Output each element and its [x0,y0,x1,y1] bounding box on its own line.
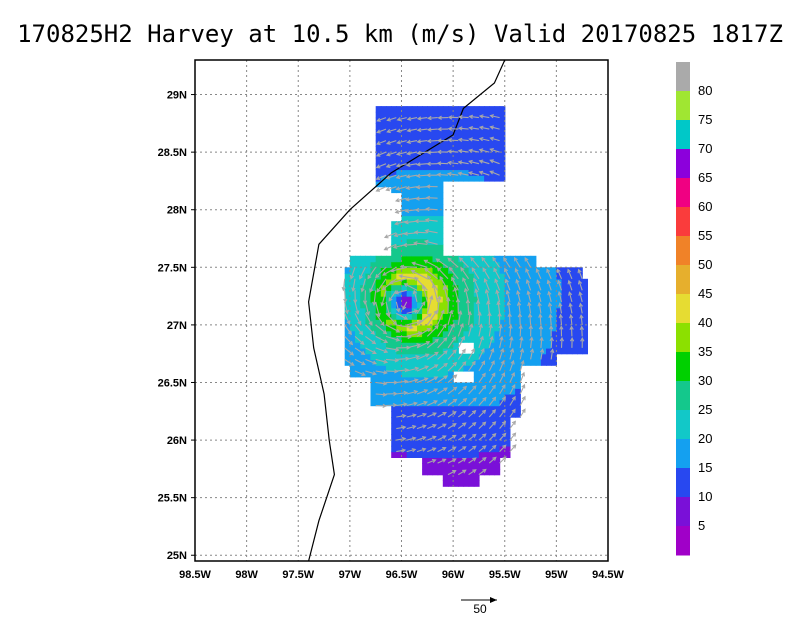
lat-tick-label: 26.5N [158,377,187,389]
lon-tick-label: 96W [442,569,465,581]
colorbar-label: 45 [698,286,712,301]
colorbar-label: 15 [698,460,712,475]
lat-tick-label: 28N [167,205,187,217]
lat-tick-label: 28.5N [158,147,187,159]
lon-tick-label: 94.5W [592,569,624,581]
lon-tick-label: 97.5W [282,569,314,581]
colorbar-label: 25 [698,402,712,417]
colorbar-label: 10 [698,489,712,504]
colorbar-swatch [676,381,690,411]
longitude-tick-labels: 98.5W 98W 97.5W 97W 96.5W 96W 95.5W 95W 94.5W [179,569,624,581]
colorbar-swatch [676,294,690,324]
lat-tick-label: 27.5N [158,262,187,274]
colorbar-label: 55 [698,228,712,243]
reference-vector-label: 50 [473,602,487,616]
lat-tick-label: 26N [167,435,187,447]
colorbar-swatch [676,352,690,382]
wind-speed-colorbar: 5 10 15 20 25 30 35 40 45 50 55 60 65 70 75 80 [676,62,712,556]
lat-tick-label: 25N [167,550,187,562]
colorbar-label: 60 [698,199,712,214]
reference-vector: 50 [461,597,497,616]
colorbar-swatch [676,323,690,353]
colorbar-swatch [676,265,690,295]
lat-tick-label: 27N [167,320,187,332]
lon-tick-label: 97W [339,569,362,581]
colorbar-label: 80 [698,83,712,98]
coastline [307,60,506,561]
lat-tick-label: 29N [167,90,187,102]
colorbar-label: 65 [698,170,712,185]
lon-tick-label: 96.5W [386,569,418,581]
colorbar-label: 30 [698,373,712,388]
colorbar-label: 70 [698,141,712,156]
colorbar-swatch [676,62,690,92]
colorbar-swatch [676,91,690,121]
colorbar-swatch [676,120,690,150]
plot-frame [194,59,609,562]
colorbar-swatch [676,439,690,469]
lat-tick-label: 25.5N [158,493,187,505]
colorbar-label: 20 [698,431,712,446]
wind-vectors [341,114,585,476]
colorbar-swatch [676,207,690,237]
colorbar-swatch [676,236,690,266]
colorbar-label: 5 [698,518,705,533]
lon-tick-label: 98W [235,569,258,581]
lon-tick-label: 95W [545,569,568,581]
latitude-tick-labels: 29N 28.5N 28N 27.5N 27N 26.5N 26N 25.5N 25N [158,90,187,563]
colorbar-label: 40 [698,315,712,330]
colorbar-swatch [676,410,690,440]
colorbar-label: 35 [698,344,712,359]
colorbar-label: 50 [698,257,712,272]
colorbar-swatch [676,526,690,556]
colorbar-label: 75 [698,112,712,127]
colorbar-swatch [676,468,690,498]
map-title: 170825H2 Harvey at 10.5 km (m/s) Valid 2… [17,20,783,48]
colorbar-swatch [676,149,690,179]
lon-tick-label: 98.5W [179,569,211,581]
lon-tick-label: 95.5W [489,569,521,581]
colorbar-swatch [676,178,690,208]
colorbar-swatch [676,497,690,527]
